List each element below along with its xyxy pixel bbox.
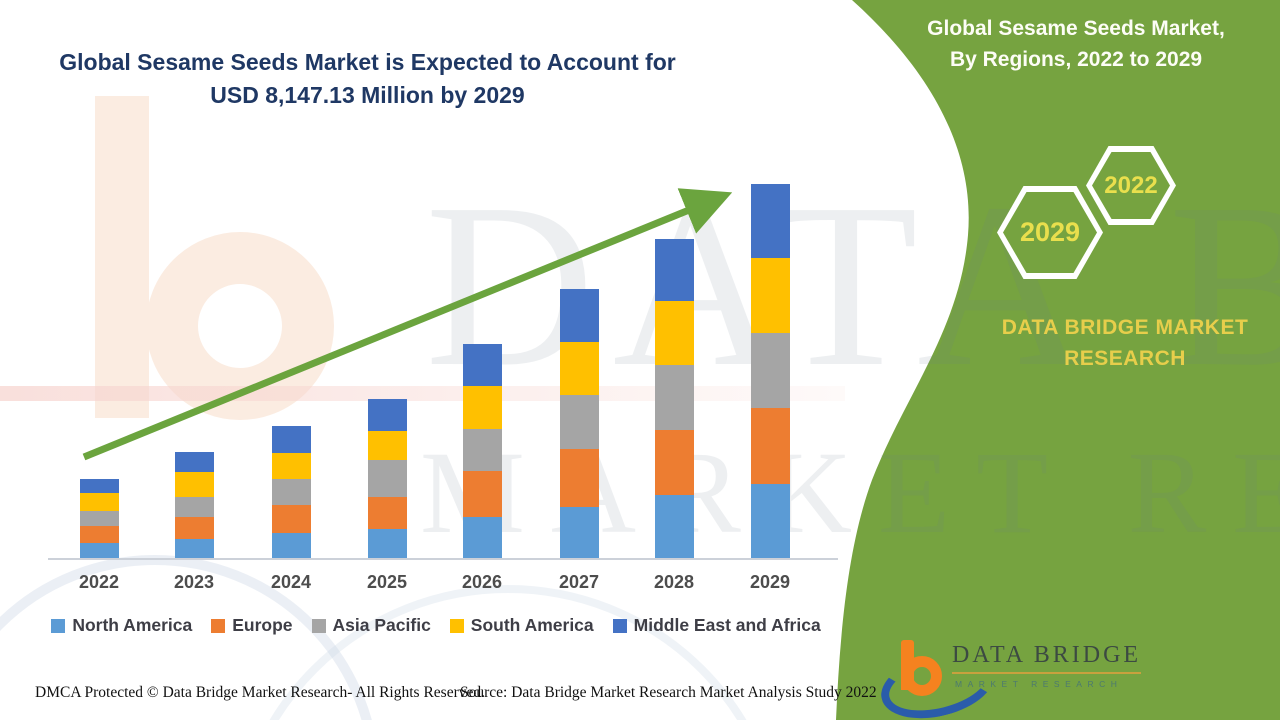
bar-segment-2023-asia-pacific: [174, 496, 214, 517]
bar-segment-2022-middle-east-and-africa: [79, 479, 119, 494]
page-title: Global Sesame Seeds Market is Expected t…: [40, 46, 695, 112]
side-panel-heading-line2: By Regions, 2022 to 2029: [949, 48, 1203, 71]
x-axis-label-2026: 2026: [461, 572, 503, 592]
bar-segment-2023-south-america: [174, 471, 214, 497]
side-panel-brand-line2: RESEARCH: [1064, 347, 1186, 370]
logo-brand-subtitle: MARKET RESEARCH: [955, 679, 1123, 689]
bar-segment-2026-middle-east-and-africa: [462, 344, 502, 387]
bar-segment-2022-asia-pacific: [79, 511, 119, 527]
bar-segment-2024-north-america: [271, 532, 311, 558]
bar-segment-2029-north-america: [750, 483, 790, 558]
bar-segment-2029-asia-pacific: [750, 332, 790, 408]
bar-segment-2024-south-america: [271, 453, 311, 480]
bar-segment-2022-europe: [79, 526, 119, 544]
x-axis-label-2027: 2027: [558, 572, 600, 592]
hexagon-badge-2022-label: 2022: [1104, 171, 1158, 199]
x-axis-label-2025: 2025: [366, 572, 408, 592]
bar-segment-2029-south-america: [750, 257, 790, 333]
legend-label: Asia Pacific: [332, 615, 431, 635]
logo-brand-name: DATA BRIDGE: [952, 642, 1142, 674]
bar-segment-2025-north-america: [367, 529, 407, 558]
legend-swatch-icon: [612, 618, 627, 633]
x-axis-label-2024: 2024: [270, 572, 312, 592]
bar-segment-2028-south-america: [654, 301, 694, 366]
x-axis-line: [48, 558, 838, 560]
bar-segment-2028-north-america: [654, 495, 694, 558]
bar-segment-2027-middle-east-and-africa: [559, 288, 599, 342]
hexagon-badge-2029-label: 2029: [1019, 217, 1081, 247]
x-axis-label-2022: 2022: [78, 572, 120, 592]
side-panel-heading-line1: Global Sesame Seeds Market,: [927, 17, 1225, 40]
bar-segment-2026-asia-pacific: [462, 428, 502, 471]
data-bridge-logo: DATA BRIDGE MARKET RESEARCH: [874, 632, 1240, 720]
legend-item-europe: Europe: [211, 615, 293, 636]
logo-b-icon: [902, 656, 942, 696]
legend-item-south-america: South America: [449, 615, 594, 636]
legend-swatch-icon: [211, 618, 226, 633]
legend-label: Europe: [232, 615, 293, 635]
dmca-notice: DMCA Protected © Data Bridge Market Rese…: [35, 684, 485, 701]
page-title-line2: USD 8,147.13 Million by 2029: [210, 82, 525, 108]
bar-segment-2022-south-america: [79, 493, 119, 512]
x-axis-label-2023: 2023: [173, 572, 215, 592]
x-axis-label-2028: 2028: [653, 572, 695, 592]
x-axis-label-2029: 2029: [749, 572, 791, 592]
hexagon-badge-2029: 2029: [997, 186, 1103, 279]
bar-segment-2024-middle-east-and-africa: [271, 426, 311, 454]
bar-segment-2028-middle-east-and-africa: [654, 239, 694, 302]
legend-label: North America: [72, 615, 193, 635]
bar-segment-2029-middle-east-and-africa: [750, 183, 790, 258]
source-note: Source: Data Bridge Market Research Mark…: [460, 684, 877, 701]
bar-segment-2027-asia-pacific: [559, 395, 599, 449]
bar-segment-2025-europe: [367, 497, 407, 530]
side-panel-brand-line1: DATA BRIDGE MARKET: [1001, 316, 1249, 339]
hexagon-badge-2022: 2022: [1086, 146, 1176, 225]
page-title-line1: Global Sesame Seeds Market is Expected t…: [59, 49, 676, 75]
bar-segment-2025-asia-pacific: [367, 460, 407, 498]
legend-item-middle-east-and-africa: Middle East and Africa: [612, 615, 821, 636]
chart-legend: North America Europe Asia Pacific South Ame…: [20, 615, 852, 636]
legend-swatch-icon: [51, 618, 66, 633]
legend-swatch-icon: [311, 618, 326, 633]
bar-segment-2022-north-america: [79, 543, 119, 558]
bar-segment-2025-south-america: [367, 431, 407, 461]
legend-label: South America: [470, 615, 594, 635]
legend-swatch-icon: [449, 618, 464, 633]
bar-segment-2026-north-america: [462, 516, 502, 558]
bar-segment-2025-middle-east-and-africa: [367, 399, 407, 432]
bar-segment-2024-europe: [271, 504, 311, 533]
bar-segment-2024-asia-pacific: [271, 479, 311, 505]
bar-segment-2026-south-america: [462, 386, 502, 429]
side-panel-brand-text: DATA BRIDGE MARKET RESEARCH: [955, 312, 1280, 374]
bar-segment-2023-middle-east-and-africa: [174, 451, 214, 472]
bar-segment-2028-europe: [654, 430, 694, 496]
bar-segment-2027-north-america: [559, 507, 599, 558]
bar-segment-2023-europe: [174, 516, 214, 539]
legend-item-north-america: North America: [51, 615, 192, 636]
bar-segment-2028-asia-pacific: [654, 365, 694, 431]
legend-label: Middle East and Africa: [633, 615, 821, 635]
bar-segment-2027-europe: [559, 448, 599, 508]
bar-segment-2023-north-america: [174, 538, 214, 558]
side-panel-heading: Global Sesame Seeds Market, By Regions, …: [880, 13, 1272, 75]
legend-item-asia-pacific: Asia Pacific: [311, 615, 431, 636]
bar-segment-2026-europe: [462, 471, 502, 517]
bar-segment-2027-south-america: [559, 341, 599, 395]
bar-segment-2029-europe: [750, 407, 790, 484]
